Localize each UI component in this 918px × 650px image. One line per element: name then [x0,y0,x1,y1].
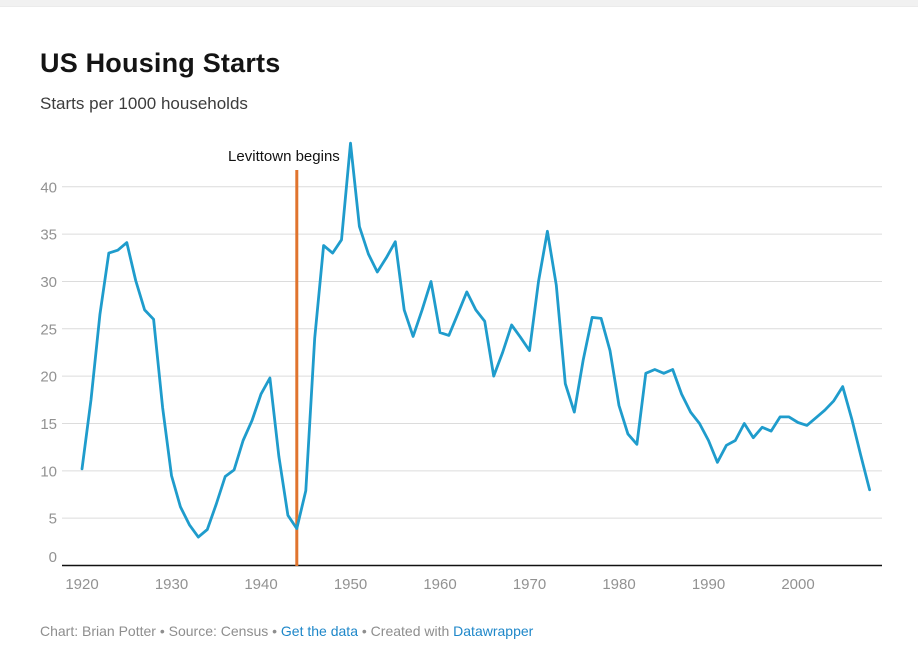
x-tick-label: 1940 [244,576,277,593]
top-bar [0,0,918,7]
y-tick-label: 35 [40,227,57,244]
levittown-annotation-label: Levittown begins [228,148,340,165]
x-tick-label: 1930 [155,576,188,593]
y-tick-label: 10 [40,463,57,480]
datawrapper-link[interactable]: Datawrapper [453,623,534,639]
chart-title: US Housing Starts [40,48,281,78]
footer-created-with: Created with [370,623,454,639]
x-tick-label: 1980 [602,576,635,593]
y-axis-labels: 0 5 10 15 20 25 30 35 40 [40,179,57,566]
x-tick-label: 1960 [423,576,456,593]
y-tick-label: 5 [49,511,57,528]
get-the-data-link[interactable]: Get the data [280,623,358,639]
y-tick-label: 0 [49,549,57,566]
footer-chart-credit: Chart: Brian Potter [40,623,156,639]
y-tick-label: 20 [40,369,57,386]
x-tick-label: 1990 [692,576,725,593]
x-tick-label: 1970 [513,576,546,593]
x-tick-label: 2000 [781,576,814,593]
chart-subtitle: Starts per 1000 households [40,94,248,113]
footer-source: Source: Census [168,623,269,639]
y-tick-label: 30 [40,274,57,291]
housing-starts-line [80,141,871,539]
y-tick-label: 40 [40,179,57,196]
x-tick-label: 1950 [334,576,367,593]
x-axis-labels: 1920 1930 1940 1950 1960 1970 1980 1990 2000 [65,576,814,593]
y-tick-label: 15 [40,416,57,433]
footer-credits: Chart: Brian Potter • Source: Census • G… [40,623,534,639]
y-tick-label: 25 [40,321,57,338]
x-tick-label: 1920 [65,576,98,593]
gridlines [62,186,882,567]
